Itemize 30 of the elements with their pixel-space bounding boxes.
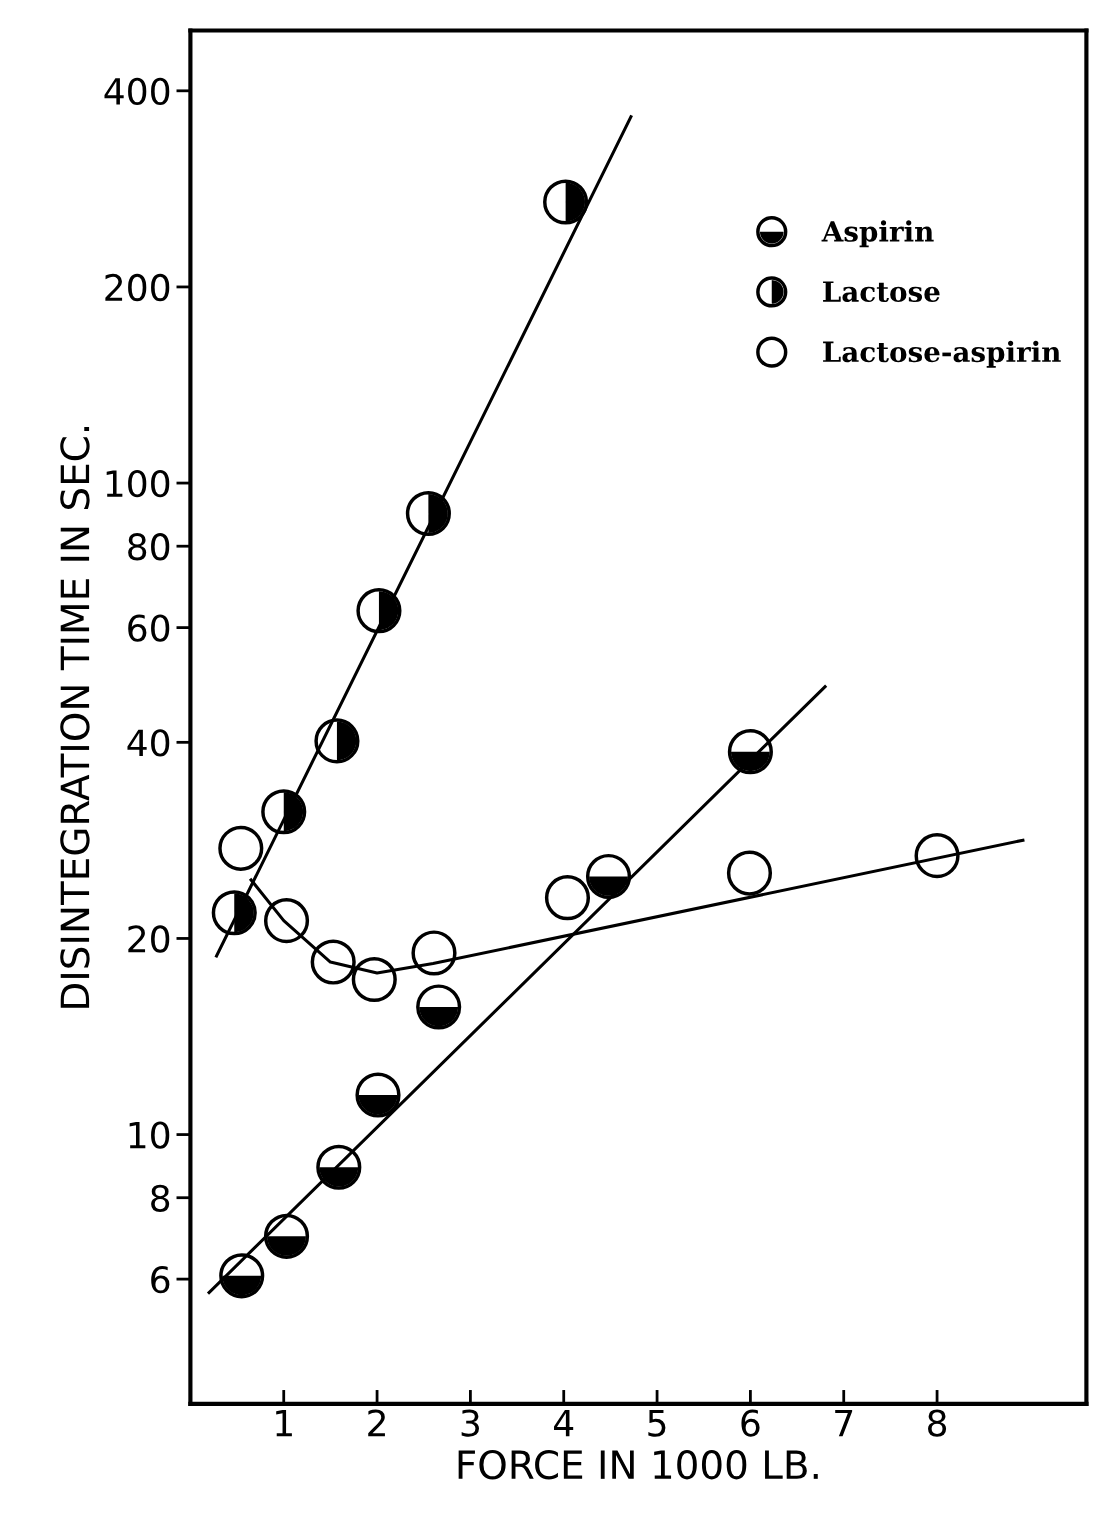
y-tick-label: 10	[129, 1121, 170, 1149]
y-tick-label: 6	[151, 1266, 170, 1294]
y-tick-label: 100	[106, 469, 170, 498]
point	[218, 825, 264, 871]
x-tick-label: 8	[928, 1409, 947, 1437]
y-tick-label: 80	[128, 533, 170, 561]
point	[411, 930, 457, 976]
x-axis-title: FORCE IN 1000 LB.	[458, 1449, 818, 1480]
x-tick-label: 1	[276, 1409, 292, 1437]
x-tick-label: 2	[368, 1409, 385, 1437]
point	[726, 850, 773, 896]
legend-label: Lactose-aspirin	[823, 340, 1061, 368]
point	[914, 833, 960, 879]
y-axis-title: DISINTEGRATION TIME IN SEC.	[60, 426, 90, 1008]
y-tick-label: 400	[104, 77, 170, 106]
y-tick-label: 200	[105, 273, 170, 302]
legend-label: Lactose	[823, 281, 940, 303]
point	[544, 875, 591, 921]
x-tick-label: 7	[835, 1409, 853, 1437]
y-tick-label: 8	[151, 1184, 170, 1212]
point	[351, 956, 397, 1003]
y-tick-label: 40	[127, 729, 170, 757]
legend-label: Aspirin	[821, 220, 934, 248]
x-tick-label: 5	[648, 1409, 666, 1437]
x-tick-label: 4	[554, 1409, 574, 1437]
x-tick-label: 3	[461, 1409, 479, 1437]
y-tick-label: 60	[128, 614, 170, 642]
point	[263, 898, 310, 944]
y-tick-label: 20	[128, 925, 170, 953]
x-tick-label: 6	[741, 1409, 760, 1437]
